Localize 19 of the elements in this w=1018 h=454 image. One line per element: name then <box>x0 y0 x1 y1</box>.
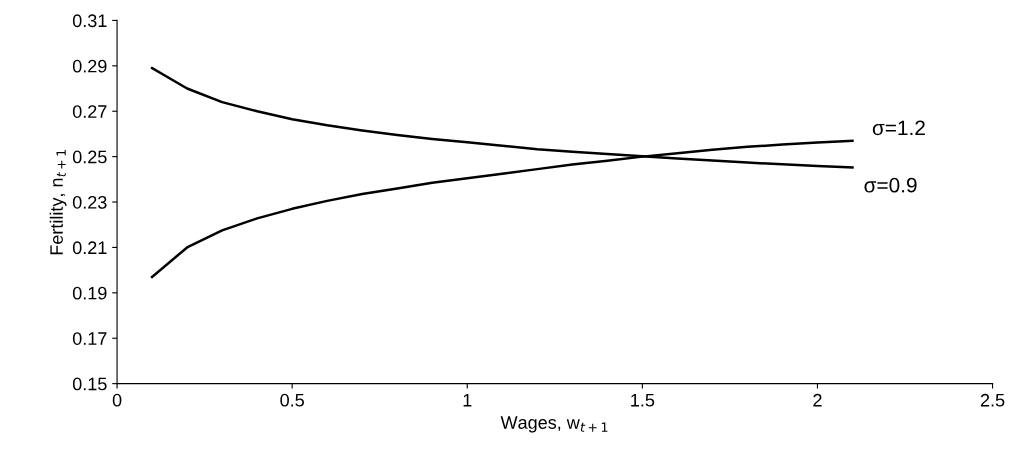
x-axis-title: Wages, w$_{t+1}$ <box>500 416 608 433</box>
y-tick-label: 0.23 <box>72 195 107 209</box>
y-axis-title: Fertility, n$_{t+1}$ <box>49 149 67 255</box>
x-tick-label: 1 <box>463 394 472 407</box>
y-tick-label: 0.15 <box>72 377 107 391</box>
y-tick-label: 0.27 <box>72 105 107 118</box>
series-label: σ=0.9 <box>864 177 917 193</box>
x-tick-label: 2 <box>813 393 822 407</box>
x-tick-label: 2.5 <box>980 393 1005 407</box>
y-tick-label: 0.29 <box>72 59 107 73</box>
y-tick-label: 0.19 <box>72 286 107 300</box>
y-tick-label: 0.21 <box>72 241 107 255</box>
series-label: σ=1.2 <box>872 120 925 136</box>
x-tick-label: 0 <box>112 393 122 407</box>
x-tick-label: 0.5 <box>280 393 304 407</box>
y-tick-label: 0.25 <box>72 150 107 164</box>
y-tick-label: 0.31 <box>72 14 107 28</box>
y-tick-label: 0.17 <box>72 332 107 345</box>
x-tick-label: 1.5 <box>631 394 655 407</box>
